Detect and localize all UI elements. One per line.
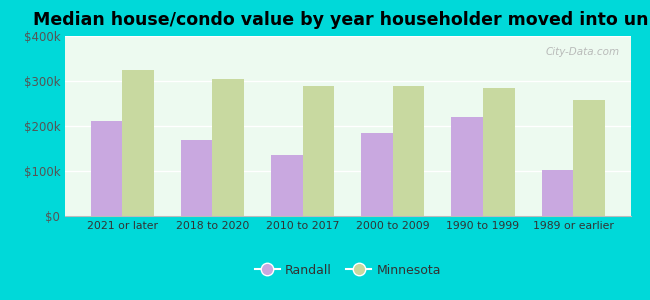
Bar bbox=[303, 85, 334, 216]
Bar bbox=[213, 79, 244, 216]
Bar bbox=[181, 140, 213, 216]
Bar bbox=[361, 133, 393, 216]
Bar bbox=[541, 169, 573, 216]
Bar bbox=[573, 100, 604, 216]
Bar bbox=[122, 70, 154, 216]
Legend: Randall, Minnesota: Randall, Minnesota bbox=[250, 259, 446, 282]
Bar bbox=[91, 122, 122, 216]
Bar bbox=[452, 117, 483, 216]
Bar bbox=[483, 88, 515, 216]
Bar bbox=[271, 155, 303, 216]
Title: Median house/condo value by year householder moved into unit: Median house/condo value by year househo… bbox=[33, 11, 650, 29]
Text: City-Data.com: City-Data.com bbox=[545, 47, 619, 57]
Bar bbox=[393, 86, 424, 216]
